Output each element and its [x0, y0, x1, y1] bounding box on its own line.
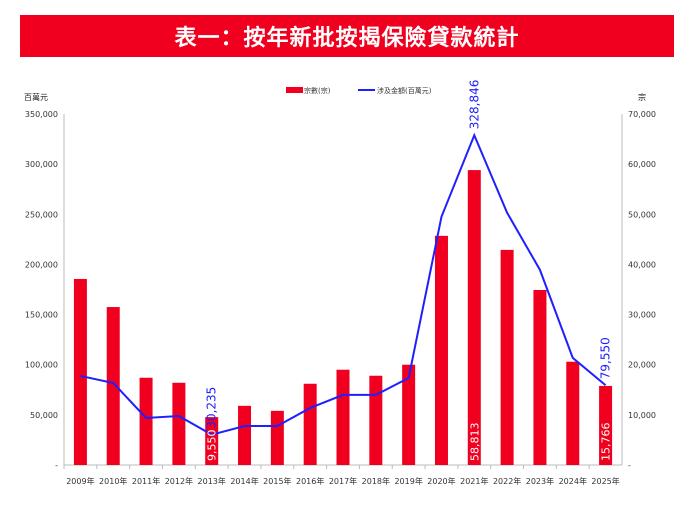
x-tick-label: 2021年: [460, 476, 488, 486]
x-tick-label: 2014年: [230, 476, 258, 486]
line-data-label: 79,550: [599, 337, 613, 379]
bar: [500, 249, 514, 465]
bar: [467, 170, 481, 465]
bar: [336, 369, 350, 465]
bar-data-label: 58,813: [468, 423, 481, 462]
bar: [139, 377, 153, 465]
left-tick-label: 50,000: [30, 411, 58, 420]
x-tick-label: 2011年: [132, 476, 160, 486]
bar: [369, 375, 383, 465]
bar: [106, 307, 120, 465]
left-tick-label: -: [55, 461, 58, 470]
x-tick-label: 2012年: [165, 476, 193, 486]
x-tick-label: 2024年: [559, 476, 587, 486]
x-tick-label: 2017年: [329, 476, 357, 486]
left-axis-label: 百萬元: [24, 92, 48, 102]
line-data-label: 30,235: [205, 387, 219, 429]
left-tick-label: 300,000: [25, 160, 58, 169]
line-data-label: 328,846: [467, 80, 481, 130]
legend-bar-swatch: [286, 87, 303, 93]
right-axis-label: 宗: [638, 92, 646, 102]
x-tick-label: 2009年: [66, 476, 94, 486]
x-tick-label: 2023年: [526, 476, 554, 486]
right-tick-label: 40,000: [628, 260, 656, 269]
bar: [270, 410, 284, 465]
bar: [238, 405, 252, 465]
bar-data-label: 9,550: [206, 430, 219, 462]
line-series: [80, 132, 607, 436]
right-tick-label: 70,000: [628, 110, 656, 119]
x-tick-label: 2010年: [99, 476, 127, 486]
right-tick-label: 50,000: [628, 210, 656, 219]
left-tick-label: 150,000: [25, 311, 58, 320]
right-tick-label: 30,000: [628, 311, 656, 320]
bar: [599, 385, 613, 465]
bar: [172, 382, 186, 465]
bar: [303, 383, 317, 465]
x-tick-label: 2025年: [591, 476, 619, 486]
x-tick-label: 2013年: [198, 476, 226, 486]
left-tick-label: 350,000: [25, 110, 58, 119]
bar: [533, 290, 547, 465]
legend-line-label: 涉及金額(百萬元): [377, 86, 432, 95]
right-tick-label: 60,000: [628, 160, 656, 169]
legend-bar-label: 宗數(宗): [304, 86, 331, 95]
x-tick-label: 2020年: [427, 476, 455, 486]
left-tick-label: 250,000: [25, 210, 58, 219]
bar: [566, 361, 580, 465]
left-tick-label: 200,000: [25, 260, 58, 269]
chart-title: 表一：按年新批按揭保險貸款統計: [20, 15, 674, 57]
bar: [73, 278, 87, 465]
right-tick-label: 20,000: [628, 361, 656, 370]
bar: [205, 417, 219, 465]
left-tick-label: 100,000: [25, 361, 58, 370]
bar-data-label: 15,766: [600, 423, 613, 462]
right-tick-label: 10,000: [628, 411, 656, 420]
x-tick-label: 2018年: [362, 476, 390, 486]
right-tick-label: -: [628, 461, 631, 470]
x-tick-label: 2016年: [296, 476, 324, 486]
x-tick-label: 2019年: [394, 476, 422, 486]
bar: [434, 235, 448, 465]
x-tick-label: 2022年: [493, 476, 521, 486]
bar: [402, 364, 416, 465]
x-tick-label: 2015年: [263, 476, 291, 486]
